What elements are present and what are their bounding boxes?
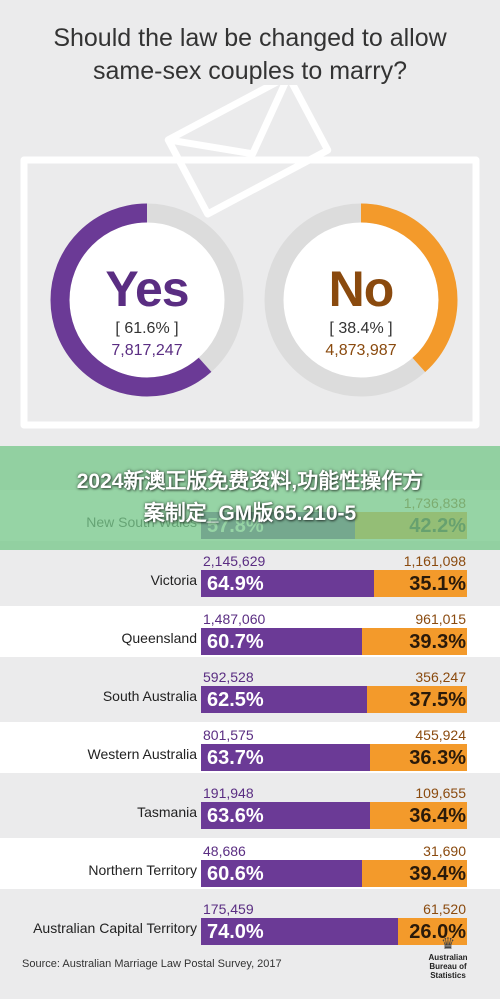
donut-charts bbox=[50, 203, 458, 397]
no-count: 109,655 bbox=[415, 785, 466, 801]
no-count: 1,161,098 bbox=[403, 553, 466, 569]
yes-count: 1,487,060 bbox=[203, 611, 266, 627]
stacked-bar bbox=[201, 918, 467, 945]
banner-line-2: 案制定_GM版65.210-5 bbox=[143, 502, 357, 525]
yes-bar bbox=[201, 628, 362, 655]
logo-line-2: Bureau of bbox=[429, 962, 467, 971]
stacked-bar bbox=[201, 802, 467, 829]
ballot-box-outline bbox=[20, 156, 480, 429]
yes-percent: 63.7% bbox=[207, 747, 264, 769]
no-percent: 37.5% bbox=[409, 689, 466, 711]
yes-percent: 60.7% bbox=[207, 631, 264, 653]
yes-bar bbox=[201, 918, 398, 945]
no-percent: 39.3% bbox=[409, 631, 466, 653]
yes-bar bbox=[201, 686, 367, 713]
state-row: Tasmania 191,948 109,655 63.6% 36.4% bbox=[0, 780, 500, 831]
yes-bar bbox=[201, 570, 374, 597]
title-line-1: Should the law be changed to allow bbox=[53, 24, 447, 52]
yes-count: 191,948 bbox=[203, 785, 254, 801]
stacked-bar bbox=[201, 860, 467, 887]
yes-percent: 63.6% bbox=[207, 805, 264, 827]
state-name: Victoria bbox=[150, 572, 197, 588]
state-name: Western Australia bbox=[87, 746, 197, 762]
title-line-2: same-sex couples to marry? bbox=[92, 57, 407, 85]
state-name: Northern Territory bbox=[88, 862, 197, 878]
state-row: South Australia 592,528 356,247 62.5% 37.5% bbox=[0, 664, 500, 715]
state-row: Queensland 1,487,060 961,015 60.7% 39.3% bbox=[0, 606, 500, 657]
state-row: Western Australia 801,575 455,924 63.7% 36.3… bbox=[0, 722, 500, 773]
no-percent: 26.0% bbox=[409, 921, 466, 943]
yes-count: 48,686 bbox=[203, 843, 246, 859]
yes-donut-arc bbox=[50, 203, 244, 397]
overlay-banner: 2024新澳正版免费资料,功能性操作方 案制定_GM版65.210-5 bbox=[0, 446, 500, 550]
yes-percent: 60.6% bbox=[207, 863, 264, 885]
no-count: 61,520 bbox=[423, 901, 466, 917]
yes-bar bbox=[201, 802, 370, 829]
banner-line-1: 2024新澳正版免费资料,功能性操作方 bbox=[76, 470, 424, 493]
yes-count: 801,575 bbox=[203, 727, 254, 743]
no-bar bbox=[367, 686, 467, 713]
state-name: South Australia bbox=[102, 688, 197, 704]
no-percent: 39.4% bbox=[409, 863, 466, 885]
state-row: Australian Capital Territory 175,459 61,52… bbox=[0, 896, 500, 947]
yes-count: 175,459 bbox=[203, 901, 254, 917]
no-donut-label: No [ 38.4% ] 4,873,987 bbox=[266, 262, 456, 360]
no-bar bbox=[370, 744, 467, 771]
logo-line-3: Statistics bbox=[430, 971, 466, 980]
no-percent: 36.4% bbox=[409, 805, 466, 827]
state-name: Queensland bbox=[121, 630, 197, 646]
yes-count: 592,528 bbox=[203, 669, 254, 685]
chart-title: Should the law be changed to allow same-… bbox=[0, 22, 500, 88]
yes-count: 2,145,629 bbox=[203, 553, 266, 569]
state-name: Australian Capital Territory bbox=[33, 920, 197, 936]
yes-donut-label: Yes [ 61.6% ] 7,817,247 bbox=[52, 262, 242, 360]
state-row: Victoria 2,145,629 1,161,098 64.9% 35.1% bbox=[0, 548, 500, 599]
ballot-box-graphic bbox=[20, 85, 480, 429]
state-row: Northern Territory 48,686 31,690 60.6% 39.4% bbox=[0, 838, 500, 889]
abs-logo: ♛ Australian Bureau of Statistics bbox=[418, 936, 478, 981]
stacked-bar bbox=[201, 628, 467, 655]
yes-label: Yes bbox=[105, 261, 189, 317]
no-percent: 35.1% bbox=[409, 573, 466, 595]
yes-count: 7,817,247 bbox=[111, 342, 183, 359]
yes-percent: [ 61.6% ] bbox=[115, 320, 179, 337]
crest-icon: ♛ bbox=[440, 936, 456, 953]
no-percent: [ 38.4% ] bbox=[329, 320, 393, 337]
no-bar bbox=[362, 860, 467, 887]
no-count: 31,690 bbox=[423, 843, 466, 859]
stacked-bar bbox=[201, 686, 467, 713]
no-bar bbox=[362, 628, 467, 655]
stacked-bar bbox=[201, 570, 467, 597]
envelope-icon bbox=[164, 85, 332, 218]
source-note: Source: Australian Marriage Law Postal S… bbox=[22, 958, 282, 970]
no-bar bbox=[370, 802, 467, 829]
yes-bar bbox=[201, 744, 370, 771]
no-count: 4,873,987 bbox=[325, 342, 397, 359]
no-bar bbox=[374, 570, 467, 597]
logo-line-1: Australian bbox=[428, 953, 468, 962]
no-percent: 36.3% bbox=[409, 747, 466, 769]
no-count: 455,924 bbox=[415, 727, 466, 743]
no-count: 356,247 bbox=[415, 669, 466, 685]
yes-percent: 74.0% bbox=[207, 921, 264, 943]
yes-percent: 62.5% bbox=[207, 689, 264, 711]
yes-percent: 64.9% bbox=[207, 573, 264, 595]
no-bar bbox=[398, 918, 467, 945]
stacked-bar bbox=[201, 744, 467, 771]
no-donut-arc bbox=[264, 203, 458, 397]
yes-bar bbox=[201, 860, 362, 887]
no-label: No bbox=[328, 261, 395, 317]
no-count: 961,015 bbox=[415, 611, 466, 627]
state-name: Tasmania bbox=[137, 804, 197, 820]
